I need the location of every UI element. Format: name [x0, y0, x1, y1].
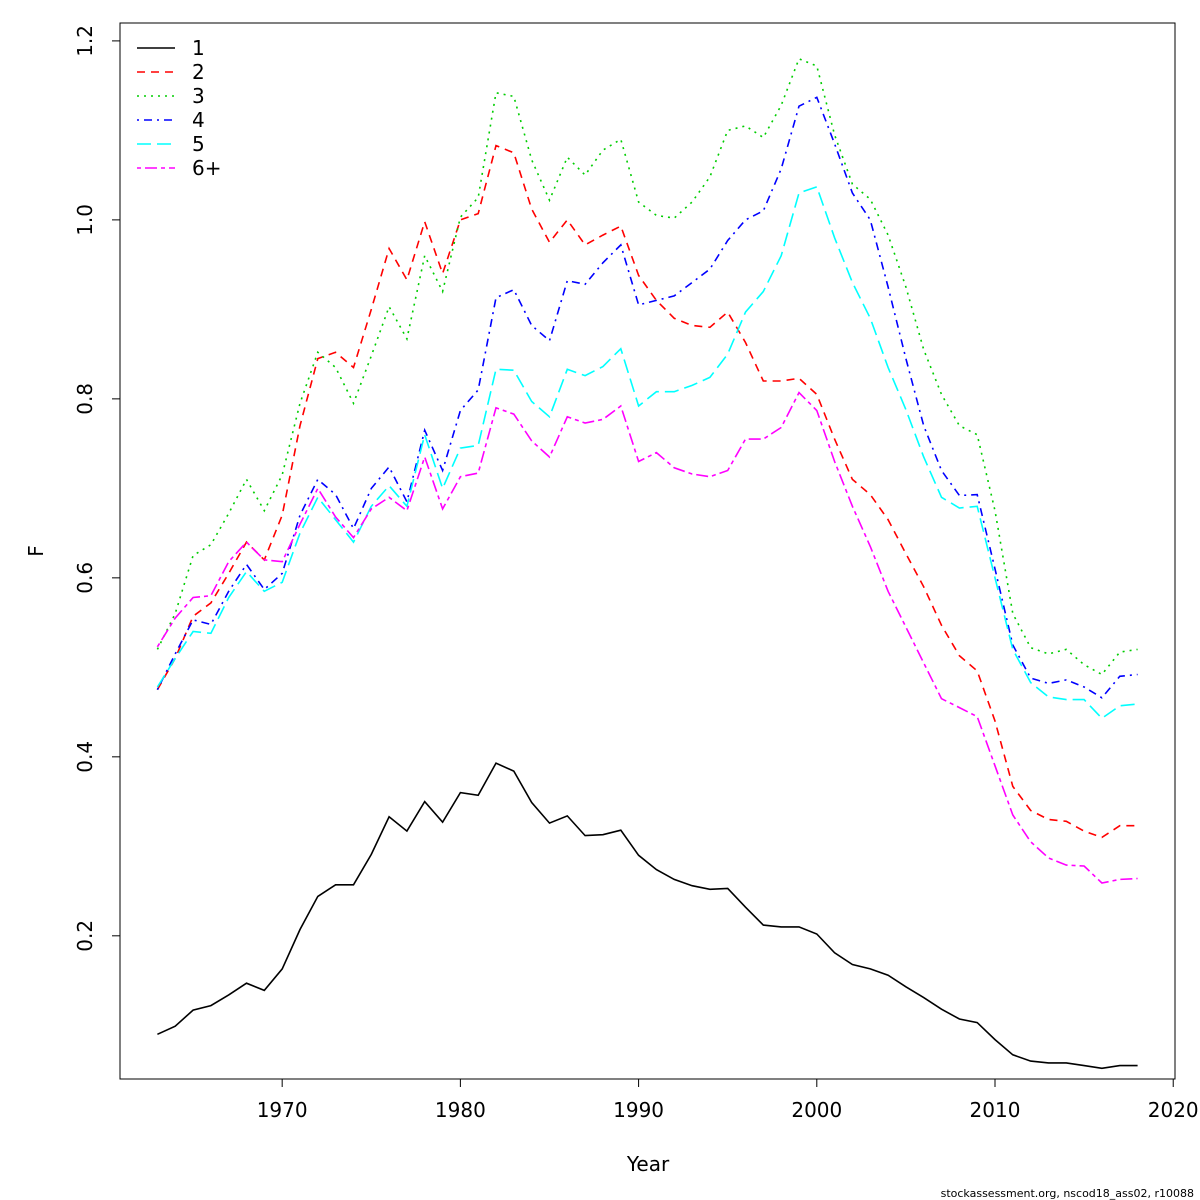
legend-label: 5 — [192, 132, 205, 156]
legend-label: 2 — [192, 60, 205, 84]
series-line-3 — [156, 57, 1138, 676]
series-line-6plus — [156, 391, 1138, 884]
legend-label: 3 — [192, 84, 205, 108]
series-lines — [156, 57, 1138, 1070]
footer-credit: stockassessment.org, nscod18_ass02, r100… — [941, 1187, 1194, 1200]
x-tick-label: 2010 — [970, 1098, 1021, 1122]
series-line-2 — [156, 144, 1138, 839]
y-axis-title: F — [24, 545, 48, 557]
x-tick-label: 2000 — [791, 1098, 842, 1122]
x-axis-title: Year — [626, 1152, 670, 1176]
series-line-5 — [156, 185, 1138, 720]
y-axis: 0.2 0.4 0.6 0.8 1.0 1.2 — [73, 25, 121, 952]
y-tick-label: 1.0 — [73, 204, 97, 236]
y-tick-label: 0.6 — [73, 562, 97, 594]
y-tick-label: 0.2 — [73, 920, 97, 952]
legend-label: 4 — [192, 108, 205, 132]
x-tick-label: 1970 — [257, 1098, 308, 1122]
legend-label: 1 — [192, 36, 205, 60]
x-tick-label: 1980 — [435, 1098, 486, 1122]
y-tick-label: 1.2 — [73, 25, 97, 57]
y-tick-label: 0.4 — [73, 741, 97, 773]
legend-label: 6+ — [192, 156, 221, 180]
series-line-4 — [156, 96, 1138, 699]
x-tick-label: 2020 — [1148, 1098, 1199, 1122]
y-tick-label: 0.8 — [73, 383, 97, 415]
x-tick-label: 1990 — [613, 1098, 664, 1122]
plot-frame — [119, 22, 1176, 1080]
x-axis: 1970 1980 1990 2000 2010 2020 — [257, 1078, 1199, 1122]
series-line-1 — [157, 762, 1138, 1070]
